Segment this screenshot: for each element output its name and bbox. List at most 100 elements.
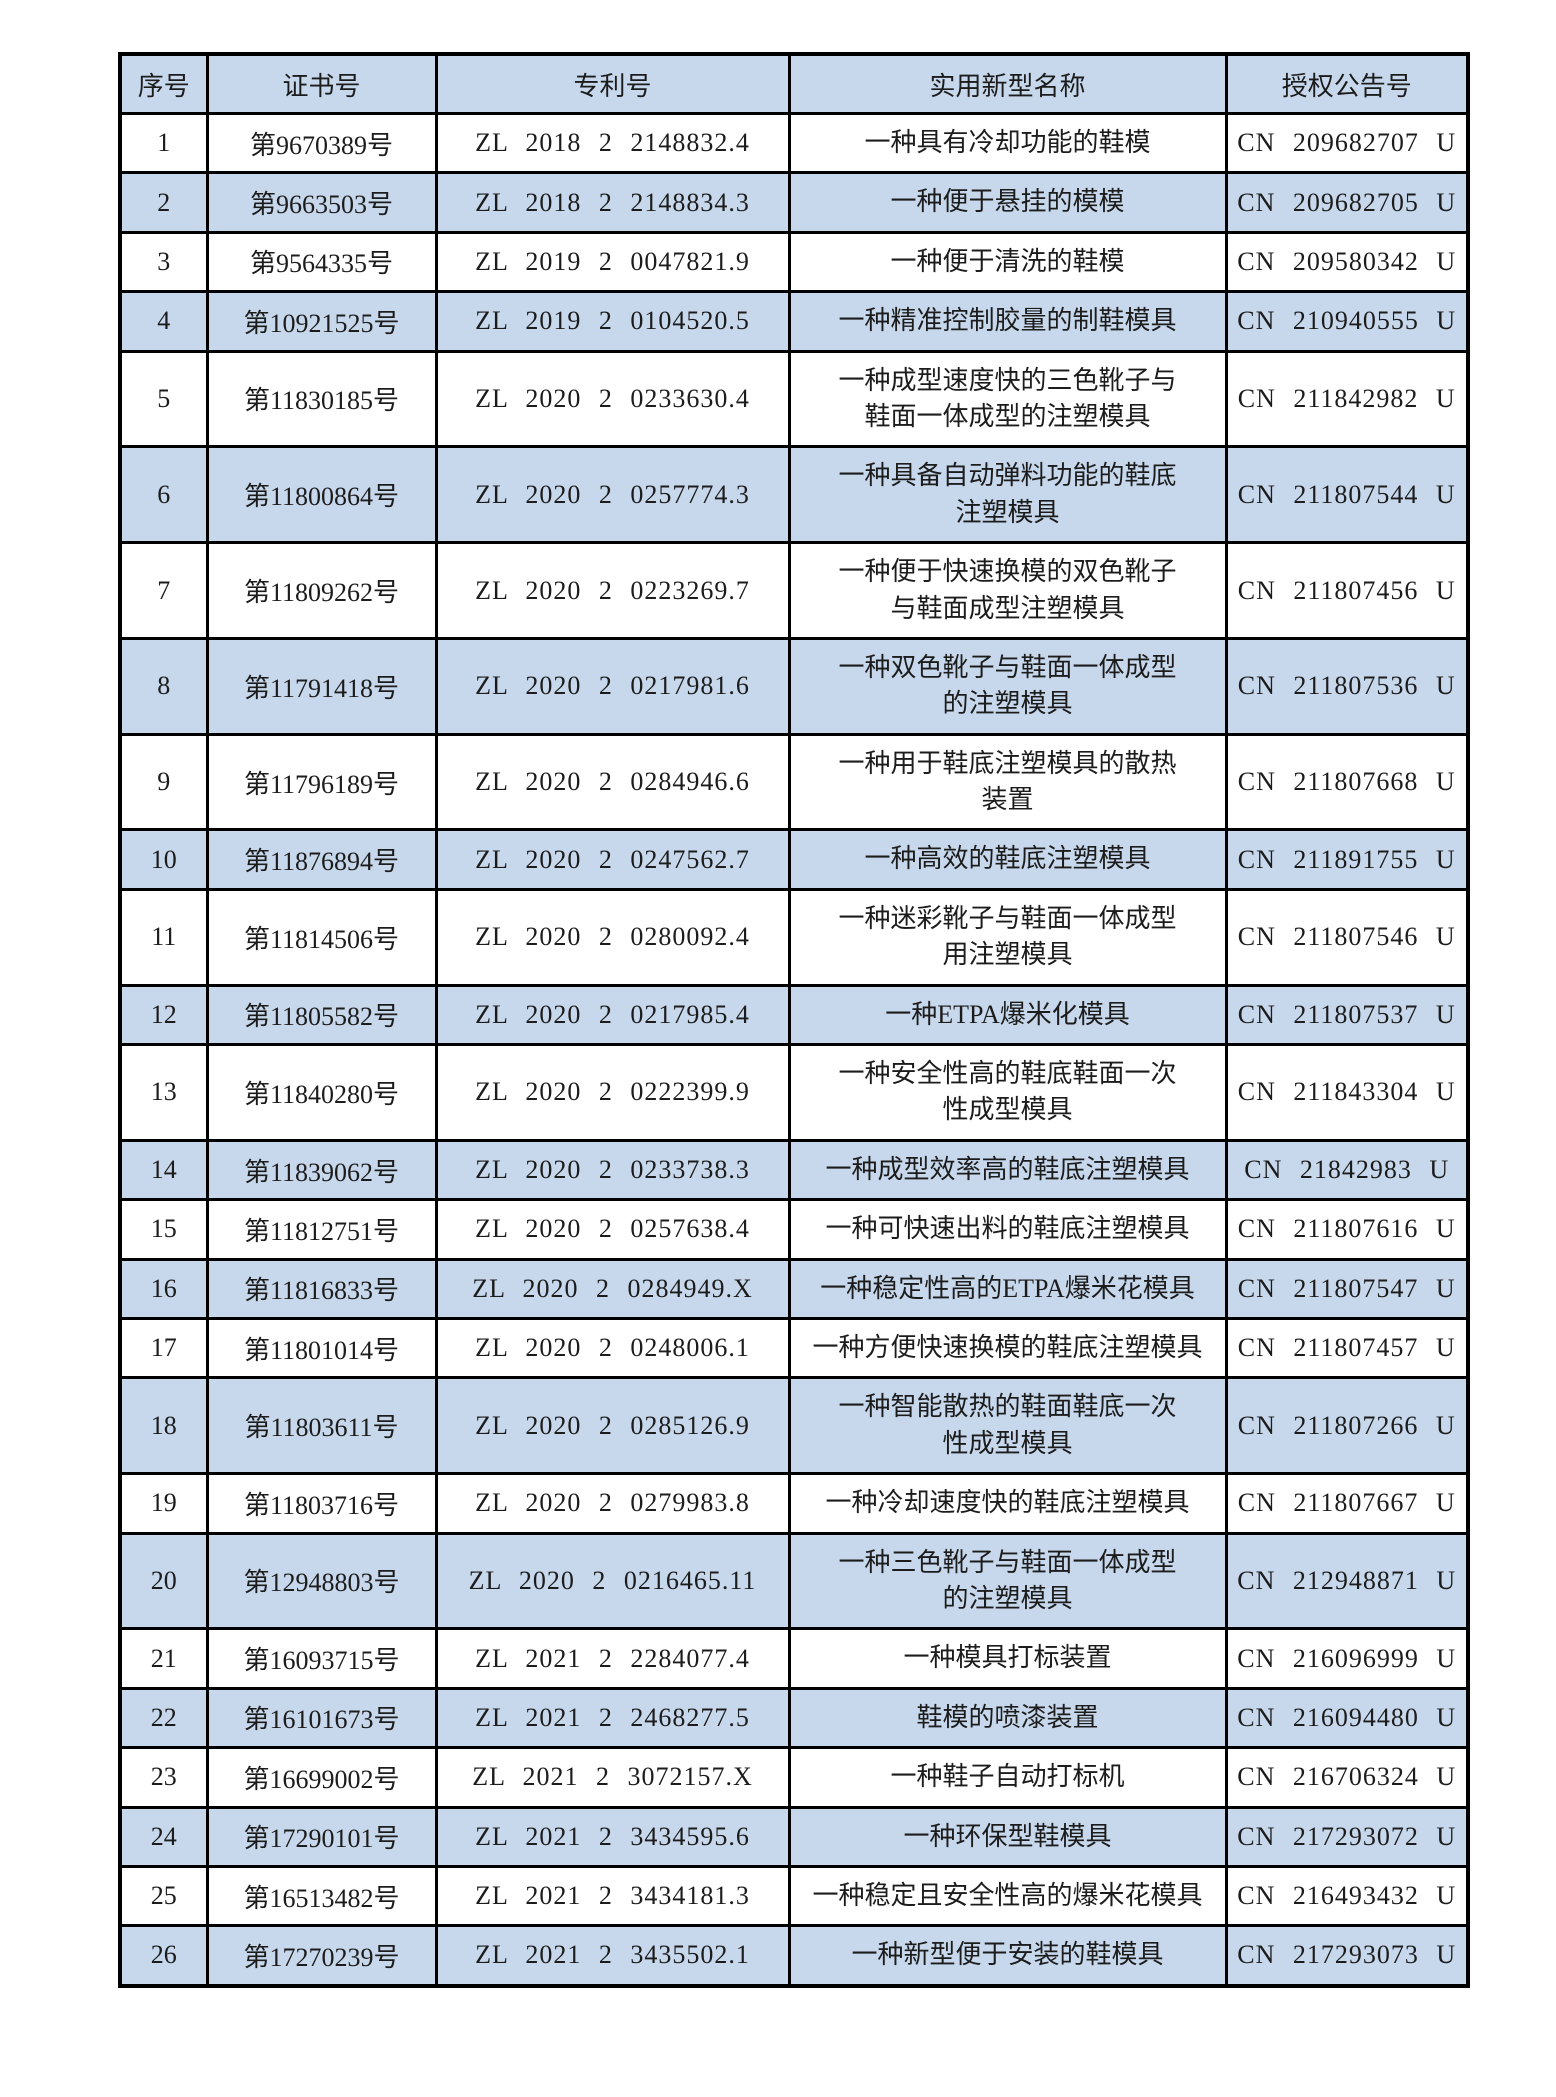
cell-patent-no: ZL 2020 2 0257774.3 bbox=[434, 445, 791, 545]
header-row: 序号 证书号 专利号 实用新型名称 授权公告号 bbox=[118, 52, 1470, 115]
table-row: 5 第11830185号 ZL 2020 2 0233630.4 一种成型速度快… bbox=[118, 349, 1470, 449]
cell-model-name: 一种稳定性高的ETPA爆米花模具 bbox=[787, 1257, 1228, 1320]
table-row: 8 第11791418号 ZL 2020 2 0217981.6 一种双色靴子与… bbox=[118, 636, 1470, 736]
cell-certificate-no: 第9663503号 bbox=[205, 171, 438, 234]
cell-announcement-no: CN 211843304 U bbox=[1224, 1043, 1470, 1142]
cell-certificate-no: 第16699002号 bbox=[205, 1746, 438, 1809]
cell-model-name: 一种双色靴子与鞋面一体成型 的注塑模具 bbox=[787, 636, 1228, 736]
cell-model-name: 一种环保型鞋模具 bbox=[787, 1805, 1228, 1868]
cell-model-name: 一种具有冷却功能的鞋模 bbox=[787, 111, 1228, 175]
cell-model-name: 一种新型便于安装的鞋模具 bbox=[787, 1924, 1228, 1988]
cell-announcement-no: CN 209682707 U bbox=[1224, 111, 1470, 175]
cell-patent-no: ZL 2021 2 3434181.3 bbox=[434, 1864, 791, 1928]
cell-certificate-no: 第17270239号 bbox=[205, 1924, 438, 1988]
cell-model-name: 一种鞋子自动打标机 bbox=[787, 1746, 1228, 1809]
cell-certificate-no: 第16513482号 bbox=[205, 1864, 438, 1928]
table-row: 23 第16699002号 ZL 2021 2 3072157.X 一种鞋子自动… bbox=[118, 1746, 1470, 1809]
cell-announcement-no: CN 210940555 U bbox=[1224, 290, 1470, 353]
cell-model-name: 一种可快速出料的鞋底注塑模具 bbox=[787, 1198, 1228, 1261]
cell-serial: 13 bbox=[118, 1043, 209, 1142]
cell-announcement-no: CN 211807457 U bbox=[1224, 1316, 1470, 1380]
table-row: 17 第11801014号 ZL 2020 2 0248006.1 一种方便快速… bbox=[118, 1316, 1470, 1380]
col-header-model-name: 实用新型名称 bbox=[787, 52, 1228, 115]
table-row: 18 第11803611号 ZL 2020 2 0285126.9 一种智能散热… bbox=[118, 1376, 1470, 1476]
table-row: 13 第11840280号 ZL 2020 2 0222399.9 一种安全性高… bbox=[118, 1043, 1470, 1142]
cell-certificate-no: 第11791418号 bbox=[205, 636, 438, 736]
table-body: 1 第9670389号 ZL 2018 2 2148832.4 一种具有冷却功能… bbox=[118, 111, 1470, 1988]
cell-patent-no: ZL 2020 2 0284949.X bbox=[434, 1257, 791, 1320]
cell-certificate-no: 第11816833号 bbox=[205, 1257, 438, 1320]
cell-serial: 24 bbox=[118, 1805, 209, 1868]
cell-serial: 16 bbox=[118, 1257, 209, 1320]
cell-announcement-no: CN 211807616 U bbox=[1224, 1198, 1470, 1261]
cell-model-name: 一种成型速度快的三色靴子与 鞋面一体成型的注塑模具 bbox=[787, 349, 1228, 449]
cell-certificate-no: 第11803611号 bbox=[205, 1376, 438, 1476]
cell-certificate-no: 第12948803号 bbox=[205, 1531, 438, 1631]
cell-serial: 10 bbox=[118, 828, 209, 891]
cell-model-name: 鞋模的喷漆装置 bbox=[787, 1686, 1228, 1750]
cell-serial: 3 bbox=[118, 230, 209, 294]
cell-serial: 12 bbox=[118, 983, 209, 1047]
cell-serial: 21 bbox=[118, 1627, 209, 1690]
cell-patent-no: ZL 2018 2 2148834.3 bbox=[434, 171, 791, 234]
cell-patent-no: ZL 2020 2 0223269.7 bbox=[434, 541, 791, 640]
cell-announcement-no: CN 209580342 U bbox=[1224, 230, 1470, 294]
cell-model-name: 一种用于鞋底注塑模具的散热 装置 bbox=[787, 732, 1228, 832]
cell-certificate-no: 第11803716号 bbox=[205, 1472, 438, 1535]
cell-serial: 9 bbox=[118, 732, 209, 832]
cell-certificate-no: 第11800864号 bbox=[205, 445, 438, 545]
cell-patent-no: ZL 2021 2 3434595.6 bbox=[434, 1805, 791, 1868]
cell-patent-no: ZL 2019 2 0047821.9 bbox=[434, 230, 791, 294]
cell-announcement-no: CN 211807456 U bbox=[1224, 541, 1470, 640]
cell-announcement-no: CN 216706324 U bbox=[1224, 1746, 1470, 1809]
cell-serial: 7 bbox=[118, 541, 209, 640]
table-row: 26 第17270239号 ZL 2021 2 3435502.1 一种新型便于… bbox=[118, 1924, 1470, 1988]
table-header: 序号 证书号 专利号 实用新型名称 授权公告号 bbox=[118, 52, 1470, 115]
cell-model-name: 一种高效的鞋底注塑模具 bbox=[787, 828, 1228, 891]
cell-announcement-no: CN 211842982 U bbox=[1224, 349, 1470, 449]
cell-model-name: 一种便于悬挂的模模 bbox=[787, 171, 1228, 234]
cell-model-name: 一种三色靴子与鞋面一体成型 的注塑模具 bbox=[787, 1531, 1228, 1631]
table-row: 12 第11805582号 ZL 2020 2 0217985.4 一种ETPA… bbox=[118, 983, 1470, 1047]
col-header-announcement: 授权公告号 bbox=[1224, 52, 1470, 115]
table-row: 15 第11812751号 ZL 2020 2 0257638.4 一种可快速出… bbox=[118, 1198, 1470, 1261]
cell-model-name: 一种方便快速换模的鞋底注塑模具 bbox=[787, 1316, 1228, 1380]
table-row: 21 第16093715号 ZL 2021 2 2284077.4 一种模具打标… bbox=[118, 1627, 1470, 1690]
cell-announcement-no: CN 211807546 U bbox=[1224, 887, 1470, 987]
cell-certificate-no: 第11796189号 bbox=[205, 732, 438, 832]
cell-patent-no: ZL 2020 2 0222399.9 bbox=[434, 1043, 791, 1142]
cell-patent-no: ZL 2020 2 0248006.1 bbox=[434, 1316, 791, 1380]
cell-announcement-no: CN 216094480 U bbox=[1224, 1686, 1470, 1750]
cell-patent-no: ZL 2021 2 3435502.1 bbox=[434, 1924, 791, 1988]
cell-certificate-no: 第16101673号 bbox=[205, 1686, 438, 1750]
cell-announcement-no: CN 211807536 U bbox=[1224, 636, 1470, 736]
table-row: 3 第9564335号 ZL 2019 2 0047821.9 一种便于清洗的鞋… bbox=[118, 230, 1470, 294]
cell-patent-no: ZL 2021 2 2284077.4 bbox=[434, 1627, 791, 1690]
cell-serial: 4 bbox=[118, 290, 209, 353]
cell-patent-no: ZL 2020 2 0280092.4 bbox=[434, 887, 791, 987]
table-row: 14 第11839062号 ZL 2020 2 0233738.3 一种成型效率… bbox=[118, 1138, 1470, 1202]
cell-model-name: 一种成型效率高的鞋底注塑模具 bbox=[787, 1138, 1228, 1202]
cell-serial: 17 bbox=[118, 1316, 209, 1380]
cell-announcement-no: CN 212948871 U bbox=[1224, 1531, 1470, 1631]
cell-certificate-no: 第11801014号 bbox=[205, 1316, 438, 1380]
cell-model-name: 一种稳定且安全性高的爆米花模具 bbox=[787, 1864, 1228, 1928]
cell-patent-no: ZL 2019 2 0104520.5 bbox=[434, 290, 791, 353]
table-row: 9 第11796189号 ZL 2020 2 0284946.6 一种用于鞋底注… bbox=[118, 732, 1470, 832]
cell-certificate-no: 第17290101号 bbox=[205, 1805, 438, 1868]
cell-certificate-no: 第11812751号 bbox=[205, 1198, 438, 1261]
cell-patent-no: ZL 2020 2 0233738.3 bbox=[434, 1138, 791, 1202]
cell-patent-no: ZL 2020 2 0233630.4 bbox=[434, 349, 791, 449]
cell-model-name: 一种迷彩靴子与鞋面一体成型 用注塑模具 bbox=[787, 887, 1228, 987]
cell-serial: 1 bbox=[118, 111, 209, 175]
table-row: 20 第12948803号 ZL 2020 2 0216465.11 一种三色靴… bbox=[118, 1531, 1470, 1631]
cell-serial: 23 bbox=[118, 1746, 209, 1809]
cell-patent-no: ZL 2020 2 0247562.7 bbox=[434, 828, 791, 891]
cell-serial: 14 bbox=[118, 1138, 209, 1202]
cell-patent-no: ZL 2020 2 0257638.4 bbox=[434, 1198, 791, 1261]
cell-patent-no: ZL 2018 2 2148832.4 bbox=[434, 111, 791, 175]
table-row: 22 第16101673号 ZL 2021 2 2468277.5 鞋模的喷漆装… bbox=[118, 1686, 1470, 1750]
cell-serial: 25 bbox=[118, 1864, 209, 1928]
cell-certificate-no: 第9564335号 bbox=[205, 230, 438, 294]
table-row: 2 第9663503号 ZL 2018 2 2148834.3 一种便于悬挂的模… bbox=[118, 171, 1470, 234]
